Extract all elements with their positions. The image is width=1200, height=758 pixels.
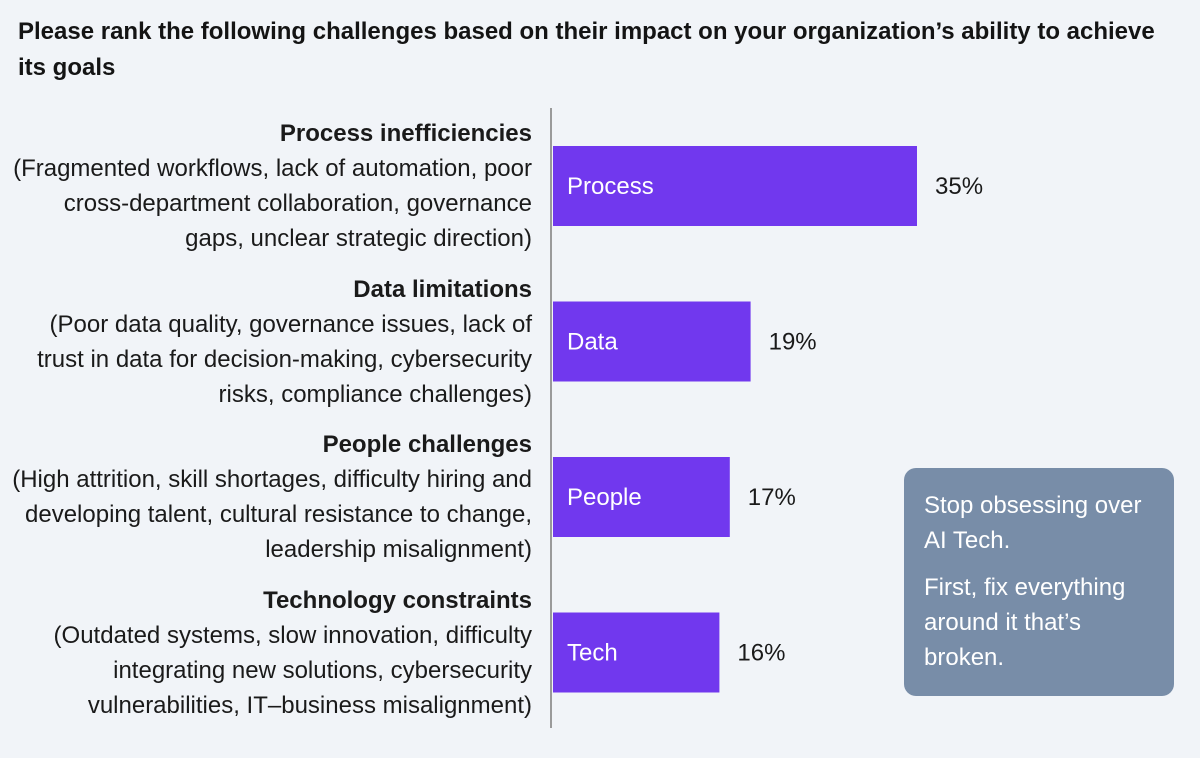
category-description: (High attrition, skill shortages, diffic… [12,466,532,563]
category-description: (Poor data quality, governance issues, l… [37,311,532,408]
value-label-tech: 16% [737,640,785,667]
callout-box: Stop obsessing over AI Tech. First, fix … [904,468,1174,696]
category-description: (Fragmented workflows, lack of automatio… [13,155,532,252]
category-process: Process inefficiencies (Fragmented workf… [2,116,532,256]
category-description: (Outdated systems, slow innovation, diff… [53,622,532,719]
value-label-process: 35% [935,173,983,200]
category-name: People challenges [322,431,532,458]
chart-title: Please rank the following challenges bas… [18,18,1155,81]
category-data: Data limitations (Poor data quality, gov… [2,272,532,412]
bars-group: Process 35% Data 19% People 17% Tech 16% [553,146,983,693]
callout-line-2: First, fix everything around it that’s b… [924,574,1126,671]
bar-process [553,146,917,226]
bar-label-data: Data [567,329,618,356]
bar-people [553,457,730,537]
category-tech: Technology constraints (Outdated systems… [2,583,532,723]
category-name: Technology constraints [263,587,532,614]
category-people: People challenges (High attrition, skill… [2,427,532,567]
bar-data [553,301,751,382]
bar-label-process: Process [567,173,654,200]
bar-tech [553,612,720,693]
value-label-data: 19% [769,329,817,356]
category-name: Process inefficiencies [279,120,532,147]
bar-label-tech: Tech [567,640,618,667]
callout-line-1: Stop obsessing over AI Tech. [924,492,1142,554]
bar-label-people: People [567,484,642,511]
value-label-people: 17% [748,484,796,511]
category-name: Data limitations [353,276,532,303]
